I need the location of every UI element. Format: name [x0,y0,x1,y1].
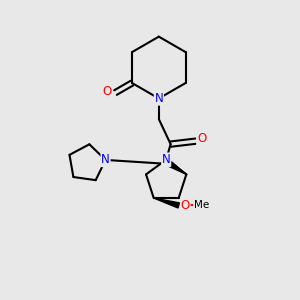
Polygon shape [169,162,186,174]
Polygon shape [154,198,179,208]
Text: N: N [101,153,110,167]
Text: Me: Me [194,200,209,210]
Text: O: O [197,132,206,145]
Text: N: N [154,92,163,105]
Text: O: O [103,85,112,98]
Text: N: N [162,153,171,166]
Text: O: O [181,199,190,212]
